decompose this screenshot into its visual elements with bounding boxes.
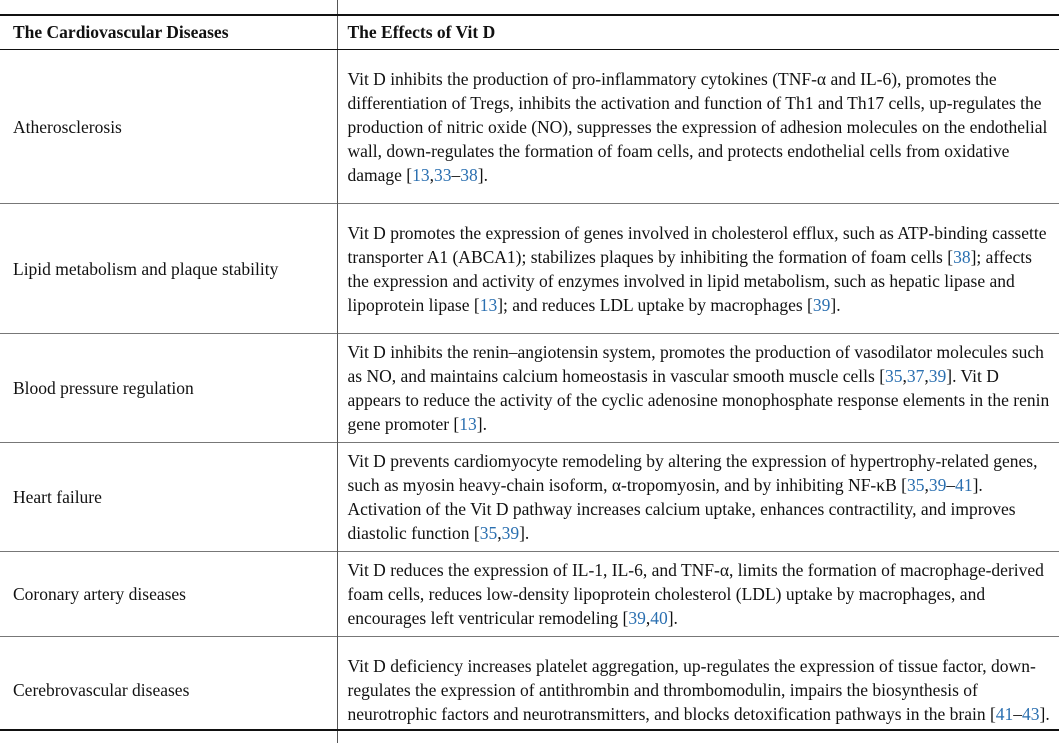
citation-link[interactable]: 43 <box>1022 703 1040 724</box>
citation-link[interactable]: 39 <box>628 608 646 628</box>
table-bottom-rule <box>0 729 1059 731</box>
effect-text: ]. <box>477 164 488 185</box>
citation-link[interactable]: 13 <box>412 164 430 185</box>
column-divider-top <box>337 0 338 14</box>
table-row: Coronary artery diseases Vit D reduces t… <box>0 551 1059 637</box>
disease-cell: Lipid metabolism and plaque stability <box>13 258 279 279</box>
effect-text: Vit D reduces the expression of IL-1, IL… <box>347 560 1044 628</box>
citation-link[interactable]: 37 <box>906 366 925 386</box>
citation-link[interactable]: 41 <box>995 703 1014 724</box>
table-header-row: The Cardiovascular Diseases The Effects … <box>0 14 1059 50</box>
disease-cell: Coronary artery diseases <box>13 584 186 604</box>
citation-link[interactable]: 39 <box>928 475 947 495</box>
citation-link[interactable]: 35 <box>885 366 903 386</box>
effect-text: ]; affects the expression and activity o… <box>347 246 1032 315</box>
effect-text: ]. Vit D appears to reduce the activity … <box>347 366 1050 434</box>
effect-text: ]. Activation of the Vit D pathway incre… <box>347 475 1016 543</box>
table-row: Heart failure Vit D prevents cardiomyocy… <box>0 442 1059 552</box>
table-row: Lipid metabolism and plaque stability Vi… <box>0 203 1059 334</box>
citation-link[interactable]: 38 <box>460 164 478 185</box>
effect-text: ]. <box>519 523 530 543</box>
effect-text: , <box>645 608 651 628</box>
effect-cell: Vit D prevents cardiomyocyte remodeling … <box>336 442 1059 552</box>
citation-link[interactable]: 40 <box>650 608 668 628</box>
effect-cell: Vit D promotes the expression of genes i… <box>336 203 1059 334</box>
disease-cell: Cerebrovascular diseases <box>13 679 190 700</box>
header-effects: The Effects of Vit D <box>336 14 1059 50</box>
effect-text: Vit D inhibits the production of pro-inf… <box>347 68 1048 185</box>
disease-cell: Atherosclerosis <box>13 116 122 137</box>
disease-cell: Heart failure <box>13 487 102 507</box>
table-row: Atherosclerosis Vit D inhibits the produ… <box>0 49 1059 204</box>
effect-cell: Vit D reduces the expression of IL-1, IL… <box>336 551 1059 637</box>
cardiovascular-vitd-table: The Cardiovascular Diseases The Effects … <box>0 14 1059 743</box>
effect-text: ]. <box>476 414 487 434</box>
effect-cell: Vit D deficiency increases platelet aggr… <box>336 636 1059 743</box>
citation-link[interactable]: 33 <box>434 164 452 185</box>
citation-link[interactable]: 39 <box>501 523 520 543</box>
effect-text: Vit D prevents cardiomyocyte remodeling … <box>347 451 1038 495</box>
effect-text: – <box>451 164 461 185</box>
effect-text: ]. <box>830 294 841 315</box>
effect-text: – <box>1013 703 1023 724</box>
effect-text: ]. <box>667 608 678 628</box>
column-divider-bottom <box>337 731 338 741</box>
effect-text: ]. <box>1039 703 1050 724</box>
effect-text: , <box>902 366 907 386</box>
effect-text: Vit D promotes the expression of genes i… <box>347 222 1047 267</box>
effect-text: Vit D inhibits the renin–angiotensin sys… <box>347 342 1044 386</box>
citation-link[interactable]: 13 <box>479 294 498 315</box>
disease-cell: Blood pressure regulation <box>13 378 194 398</box>
header-diseases: The Cardiovascular Diseases <box>0 14 337 50</box>
table-row: Blood pressure regulation Vit D inhibits… <box>0 333 1059 443</box>
effect-text: , <box>429 164 434 185</box>
citation-link[interactable]: 35 <box>479 523 498 543</box>
effect-text: , <box>924 475 929 495</box>
effect-cell: Vit D inhibits the renin–angiotensin sys… <box>336 333 1059 443</box>
citation-link[interactable]: 13 <box>459 414 477 434</box>
citation-link[interactable]: 38 <box>953 246 971 267</box>
effect-text: ]; and reduces LDL uptake by macrophages… <box>497 294 813 315</box>
citation-link[interactable]: 39 <box>812 294 831 315</box>
effect-text: , <box>497 523 502 543</box>
effect-text: Vit D deficiency increases platelet aggr… <box>347 655 1036 724</box>
table-row: Cerebrovascular diseases Vit D deficienc… <box>0 636 1059 743</box>
citation-link[interactable]: 35 <box>906 475 925 495</box>
citation-link[interactable]: 39 <box>928 366 947 386</box>
effect-text: – <box>946 475 956 495</box>
effect-cell: Vit D inhibits the production of pro-inf… <box>336 49 1059 204</box>
effect-text: , <box>924 366 929 386</box>
citation-link[interactable]: 41 <box>955 475 973 495</box>
